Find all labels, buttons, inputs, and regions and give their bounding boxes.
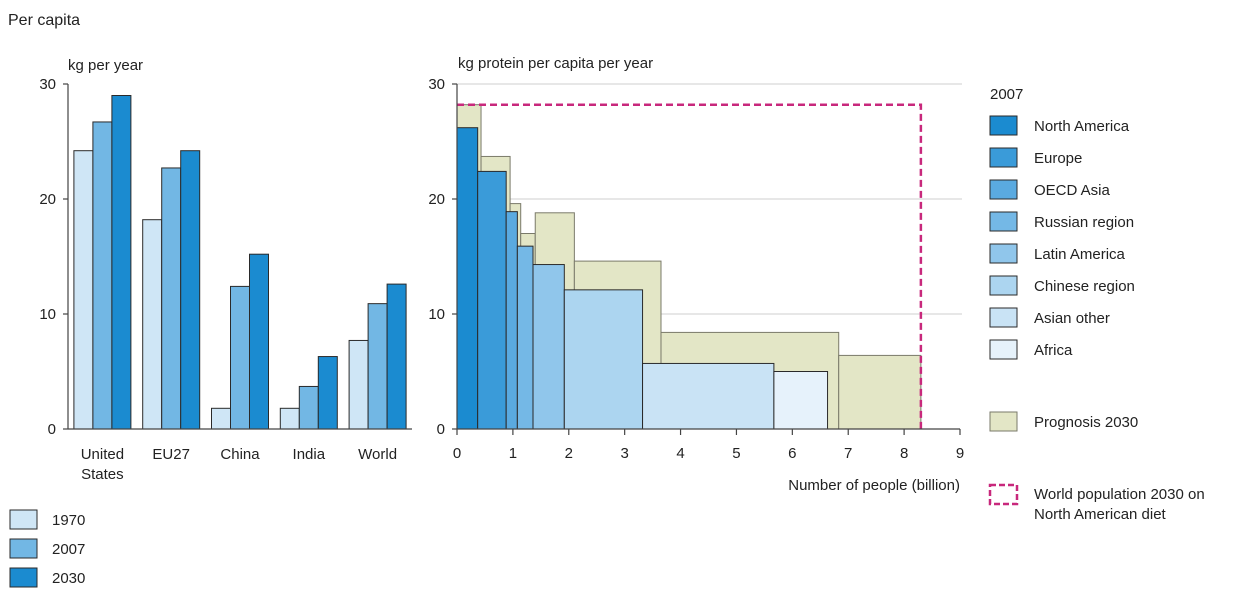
bar-chart-category-label: China bbox=[220, 446, 260, 463]
bar-eu27-1970 bbox=[142, 219, 163, 430]
legend-swatch-africa bbox=[989, 339, 1018, 360]
legend-label-prognosis-2030: Prognosis 2030 bbox=[1034, 414, 1138, 431]
protein-chart-ytick-label: 10 bbox=[428, 306, 445, 323]
bar-eu27-2007 bbox=[161, 167, 182, 430]
protein-chart-xtick-label: 9 bbox=[956, 445, 964, 462]
bar-india-1970 bbox=[279, 407, 300, 430]
region-2007-asian-other bbox=[642, 362, 775, 430]
region-2007-latin-america bbox=[532, 264, 565, 430]
protein-chart-xtick-label: 2 bbox=[565, 445, 573, 462]
legend-swatch-north-american-diet bbox=[988, 483, 1019, 506]
bar-united-states-2030 bbox=[111, 95, 132, 430]
region-2007-russian-region bbox=[516, 245, 534, 430]
region-2007-africa bbox=[773, 371, 829, 430]
legend-label-europe: Europe bbox=[1034, 150, 1082, 167]
bar-china-2030 bbox=[249, 253, 269, 430]
protein-chart-xtick-label: 6 bbox=[788, 445, 796, 462]
bar-china-2007 bbox=[230, 285, 250, 430]
region-2007-chinese-region bbox=[563, 289, 644, 430]
bar-chart-category-label: United bbox=[81, 446, 124, 463]
protein-chart-xtick-label: 5 bbox=[732, 445, 740, 462]
protein-chart-xtick-label: 7 bbox=[844, 445, 852, 462]
bar-chart-ytick-label: 20 bbox=[39, 191, 56, 208]
region-2007-oecd-asia bbox=[505, 211, 518, 430]
protein-chart-ytick-label: 0 bbox=[437, 421, 445, 438]
legend-swatch-europe bbox=[989, 147, 1018, 168]
legend-label-north-american-diet: North American diet bbox=[1034, 506, 1167, 523]
bar-eu27-2030 bbox=[180, 150, 201, 430]
legend-swatch-1970 bbox=[9, 509, 38, 530]
legend-label-russian-region: Russian region bbox=[1034, 214, 1134, 231]
bar-chart-ytick-label: 10 bbox=[39, 306, 56, 323]
bar-united-states-1970 bbox=[73, 150, 94, 430]
bar-china-1970 bbox=[211, 407, 231, 430]
protein-chart-ytick-label: 30 bbox=[428, 76, 445, 93]
legend-label-2007: 2007 bbox=[52, 541, 85, 558]
legend-label-1970: 1970 bbox=[52, 512, 85, 529]
bar-chart-ytick-label: 0 bbox=[48, 421, 56, 438]
bar-world-2007 bbox=[367, 303, 388, 430]
bar-chart-ylabel: kg per year bbox=[68, 57, 143, 74]
legend-label-chinese-region: Chinese region bbox=[1034, 278, 1135, 295]
legend-label-asian-other: Asian other bbox=[1034, 310, 1110, 327]
bar-chart-category-label: States bbox=[81, 466, 124, 483]
legend-swatch-prognosis-2030 bbox=[989, 411, 1018, 432]
legend-swatch-2030 bbox=[9, 567, 38, 588]
protein-chart-ytick-label: 20 bbox=[428, 191, 445, 208]
protein-legend-title: 2007 bbox=[990, 86, 1023, 103]
protein-chart-xtick-label: 4 bbox=[676, 445, 684, 462]
bar-india-2007 bbox=[298, 385, 319, 430]
legend-swatch-2007 bbox=[9, 538, 38, 559]
legend-label-africa: Africa bbox=[1034, 342, 1073, 359]
legend-label-latin-america: Latin America bbox=[1034, 246, 1126, 263]
protein-chart-xtick-label: 1 bbox=[509, 445, 517, 462]
legend-swatch-asian-other bbox=[989, 307, 1018, 328]
bar-chart-legend: 1970 2007 2030 bbox=[9, 509, 85, 588]
figure-title: Per capita bbox=[8, 12, 80, 29]
legend-label-2030: 2030 bbox=[52, 570, 85, 587]
region-2007-europe bbox=[477, 170, 507, 430]
protein-chart-xtick-label: 0 bbox=[453, 445, 461, 462]
bar-chart-category-label: India bbox=[293, 446, 326, 463]
legend-swatch-latin-america bbox=[989, 243, 1018, 264]
bar-chart-ytick-label: 30 bbox=[39, 76, 56, 93]
protein-chart-legend: 2007 North America Europe OECD Asia Russian … bbox=[988, 86, 1205, 523]
legend-swatch-chinese-region bbox=[989, 275, 1018, 296]
protein-chart-ylabel: kg protein per capita per year bbox=[458, 55, 653, 72]
legend-label-north-america: North America bbox=[1034, 118, 1130, 135]
prognosis-2030-block bbox=[838, 354, 922, 430]
legend-label-oecd-asia: OECD Asia bbox=[1034, 182, 1111, 199]
protein-chart-xtick-label: 8 bbox=[900, 445, 908, 462]
protein-chart-xlabel: Number of people (billion) bbox=[788, 477, 960, 494]
protein-distribution-chart: kg protein per capita per year 0 10 20 30 0… bbox=[428, 55, 1204, 523]
bar-world-2030 bbox=[386, 283, 407, 430]
bar-chart-category-label: EU27 bbox=[152, 446, 190, 463]
legend-swatch-north-america bbox=[989, 115, 1018, 136]
bar-india-2030 bbox=[317, 356, 338, 430]
legend-swatch-russian-region bbox=[989, 211, 1018, 232]
legend-swatch-oecd-asia bbox=[989, 179, 1018, 200]
bar-world-1970 bbox=[348, 339, 369, 430]
bar-chart-category-label: World bbox=[358, 446, 397, 463]
legend-label-north-american-diet: World population 2030 on bbox=[1034, 486, 1205, 503]
region-2007-north-america bbox=[456, 127, 479, 430]
protein-chart-xtick-label: 3 bbox=[620, 445, 628, 462]
bar-united-states-2007 bbox=[92, 121, 113, 430]
north-american-diet-2030-outline bbox=[457, 103, 923, 429]
